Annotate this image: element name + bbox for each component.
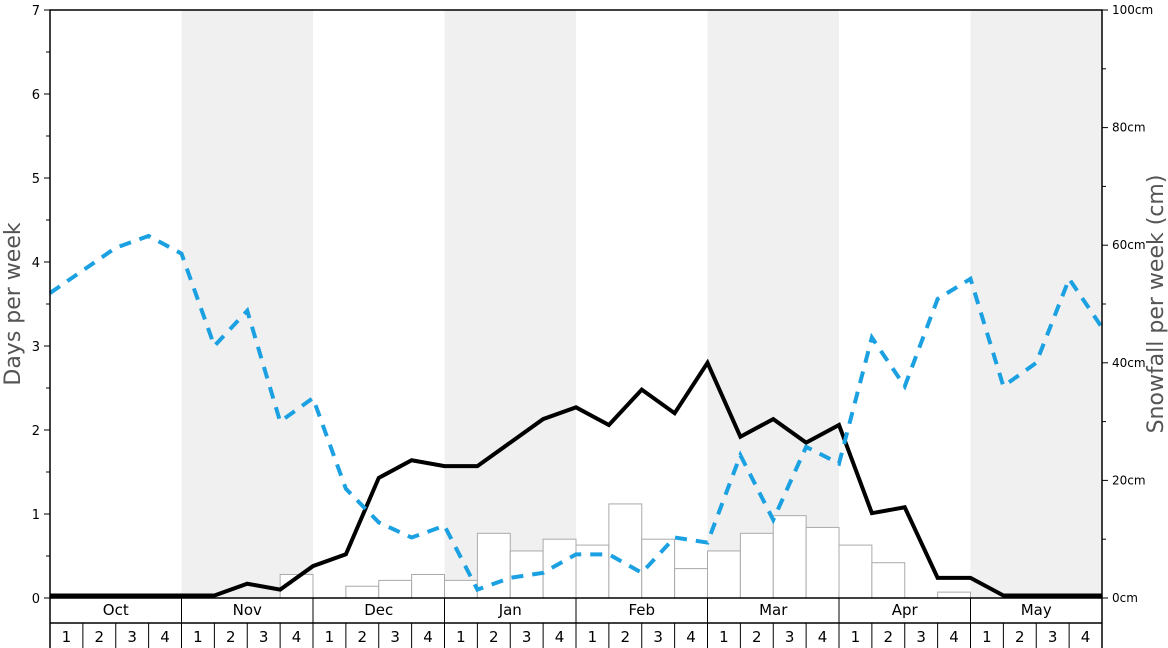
week-label: 1 [588,628,598,646]
week-label: 4 [686,628,696,646]
y2-tick-label: 0cm [1112,591,1138,605]
week-label: 2 [884,628,894,646]
right-axis-title: Snowfall per week (cm) [1144,175,1168,434]
week-label: 3 [127,628,137,646]
week-label: 1 [193,628,203,646]
y-tick-label: 5 [32,172,40,187]
snowfall-bar [542,538,577,599]
y-tick-label: 0 [32,592,40,607]
month-label: Dec [364,601,393,619]
y2-tick-label: 60cm [1112,238,1146,252]
week-label: 3 [916,628,926,646]
week-label: 4 [818,628,828,646]
week-label: 3 [1048,628,1058,646]
snowfall-bar [411,573,445,599]
snowfall-bars [279,503,971,599]
y2-tick-label: 20cm [1112,473,1146,487]
dashed-blue-line [48,233,1104,593]
y2-tick-label: 80cm [1112,121,1146,135]
week-label: 1 [982,628,992,646]
y-tick-label: 4 [32,256,40,271]
left-axis-ticks: 0 1 2 3 4 5 6 7 [32,4,40,607]
week-label: 1 [719,628,729,646]
left-axis-title: Days per week [1,222,26,385]
week-label: 2 [95,628,105,646]
week-label: 4 [423,628,433,646]
week-label: 3 [259,628,269,646]
week-label: 4 [949,628,959,646]
snowfall-bar [871,562,906,599]
right-axis-ticks: 0cm 20cm 40cm 60cm 80cm 100cm [1112,3,1153,605]
shade-mar [707,10,839,598]
snowfall-bar [674,568,708,599]
snowfall-bar [378,579,413,599]
snowfall-bar [772,515,807,599]
week-label: 1 [62,628,72,646]
week-label: 4 [292,628,302,646]
y-tick-label: 7 [32,4,40,19]
month-label: Feb [628,601,655,619]
snowfall-bar [937,591,971,599]
week-label: 4 [1081,628,1091,646]
week-label: 1 [456,628,466,646]
shade-nov [181,10,313,598]
month-label: Nov [233,601,262,619]
week-label: 1 [325,628,335,646]
snowfall-bar [838,544,873,599]
month-label: Apr [892,601,919,619]
y-tick-label: 2 [32,424,40,439]
month-shading [181,10,1102,598]
snowfall-bar [608,503,643,599]
week-label: 2 [226,628,236,646]
week-label: 3 [390,628,400,646]
week-label: 1 [851,628,861,646]
shade-jan [444,10,576,598]
week-label: 2 [621,628,631,646]
week-label: 4 [160,628,170,646]
y-tick-label: 6 [32,88,40,103]
month-label: May [1021,601,1052,619]
month-label: Jan [498,601,522,619]
week-label: 3 [522,628,532,646]
shade-may [970,10,1102,598]
y2-tick-label: 40cm [1112,356,1146,370]
month-week-axis: Oct 1 2 3 4 Nov 1 2 3 4 Dec 1 2 3 4 Jan 1 2 3 4 Feb 1 2 3 4 Mar 1 2… [49,598,1103,648]
week-label: 3 [653,628,663,646]
month-label: Oct [103,601,129,619]
y-tick-label: 1 [32,508,40,523]
week-label: 2 [1015,628,1025,646]
snowfall-bar [641,538,676,599]
week-label: 2 [752,628,762,646]
week-label: 2 [489,628,499,646]
month-label: Mar [759,601,788,619]
snowfall-bar [739,532,774,599]
snowfall-bar [805,526,840,599]
solid-black-line [50,358,1102,598]
series-lines [48,233,1104,598]
snowfall-bar [707,550,741,599]
snowfall-bar [345,585,380,599]
week-label: 3 [785,628,795,646]
y-tick-label: 3 [32,340,40,355]
y2-tick-label: 100cm [1112,3,1153,17]
snowfall-bar [444,579,478,599]
week-label: 2 [358,628,368,646]
week-label: 4 [555,628,565,646]
